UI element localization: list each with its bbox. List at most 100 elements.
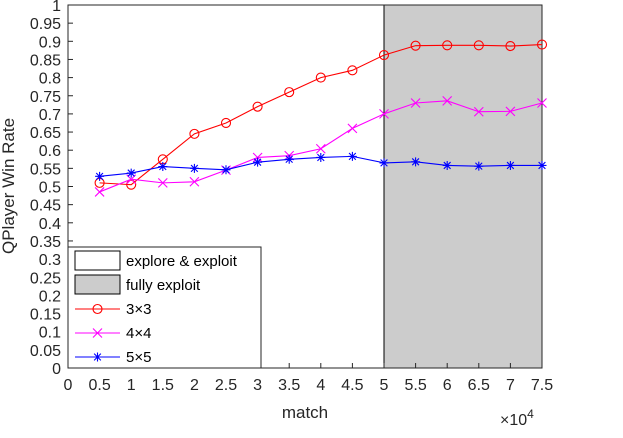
x-tick-label: 4.5 (341, 377, 363, 394)
y-tick-label: 0.75 (30, 89, 61, 106)
y-tick-label: 0.6 (39, 143, 61, 160)
series-point-1 (94, 187, 105, 197)
series-point-2 (221, 165, 231, 175)
series-line-0 (99, 44, 543, 186)
legend-label: 4×4 (126, 325, 151, 342)
legend-label: 5×5 (126, 349, 151, 366)
ticks-layer: 0 0.5 1 1.5 2 2.5 3 3.5 4 4.5 5 5.5 6 6.5 7 7.500.050.1… (30, 0, 553, 394)
x-exponent-power: 4 (527, 407, 534, 421)
series-point-2 (347, 151, 357, 161)
y-tick-label: 0.65 (30, 125, 61, 142)
x-tick-label: 3.5 (278, 377, 300, 394)
y-tick-label: 0.3 (39, 252, 61, 269)
series-point-2 (284, 154, 294, 164)
series-point-0 (347, 65, 358, 76)
region-1 (383, 4, 543, 369)
series-point-2 (379, 158, 389, 168)
series-point-1 (473, 106, 484, 117)
y-axis-title: QPlayer Win Rate (0, 118, 18, 254)
y-tick-label: 0.2 (39, 288, 61, 305)
y-tick-label: 0.1 (39, 325, 61, 342)
series-point-0 (378, 50, 390, 61)
x-axis-title: match (282, 403, 328, 422)
y-tick-label: 0.15 (30, 307, 61, 324)
x-tick-label: 3 (253, 377, 262, 394)
y-tick-label: 0.05 (30, 343, 61, 360)
x-tick-label: 2.5 (215, 377, 237, 394)
series-point-1 (189, 176, 200, 187)
legend-swatch-region (74, 274, 121, 295)
x-tick-label: 1.5 (152, 377, 174, 394)
x-tick-label: 5 (380, 377, 389, 394)
series-point-0 (284, 87, 295, 98)
y-tick-label: 0.95 (30, 16, 61, 33)
y-tick-label: 0.35 (30, 234, 61, 251)
x-tick-label: 5.5 (404, 377, 426, 394)
x-tick-label: 6 (443, 377, 452, 394)
legend-label: 3×3 (126, 301, 151, 318)
x-tick-label: 2 (190, 377, 199, 394)
series-point-2 (474, 161, 484, 171)
y-tick-label: 0.7 (39, 107, 61, 124)
legend: explore & exploit fully exploit 3×3 4×4 5×5 (67, 246, 262, 369)
series-point-0 (442, 40, 453, 51)
series-point-1 (537, 98, 547, 108)
y-tick-label: 1 (52, 0, 61, 15)
series-point-1 (505, 106, 516, 117)
series-0 (94, 39, 548, 190)
x-tick-label: 4 (316, 377, 325, 394)
series-point-2 (126, 168, 136, 178)
legend-marker (92, 303, 103, 315)
series-point-2 (316, 152, 326, 162)
x-tick-label: 0 (64, 377, 73, 394)
x-exponent-base: ×10 (500, 412, 527, 429)
series-point-2 (442, 160, 452, 170)
series-point-0 (536, 39, 548, 50)
y-tick-label: 0.25 (30, 270, 61, 287)
series-point-2 (253, 157, 263, 167)
legend-label: explore & exploit (126, 253, 238, 270)
series-point-1 (252, 152, 263, 163)
series-point-1 (347, 123, 358, 134)
series-point-1 (410, 98, 421, 108)
y-tick-label: 0.85 (30, 52, 61, 69)
y-tick-label: 0.8 (39, 71, 61, 88)
series-point-2 (95, 171, 105, 181)
legend-marker (93, 352, 102, 362)
series-2 (95, 151, 547, 181)
series-point-2 (537, 160, 547, 170)
y-tick-label: 0.45 (30, 198, 61, 215)
series-point-1 (157, 177, 168, 188)
x-tick-label: 0.5 (88, 377, 110, 394)
series-point-0 (252, 101, 263, 112)
series-layer (94, 39, 548, 197)
x-tick-label: 1 (127, 377, 136, 394)
legend-label: fully exploit (126, 277, 201, 294)
series-point-2 (158, 162, 168, 172)
series-point-1 (379, 109, 389, 119)
y-tick-label: 0 (52, 361, 61, 378)
x-tick-label: 7.5 (531, 377, 553, 394)
series-point-0 (473, 40, 484, 51)
series-point-2 (189, 163, 199, 173)
series-point-0 (189, 128, 200, 139)
series-point-0 (315, 72, 326, 83)
series-point-0 (410, 40, 421, 51)
y-tick-label: 0.4 (39, 216, 61, 233)
y-tick-label: 0.9 (39, 34, 61, 51)
series-point-1 (442, 95, 453, 106)
x-exponent-label: ×104 (500, 407, 534, 429)
series-point-1 (315, 143, 326, 154)
series-point-2 (505, 160, 515, 170)
series-point-0 (220, 117, 232, 129)
series-point-0 (505, 40, 516, 52)
x-tick-label: 6.5 (468, 377, 490, 394)
series-point-2 (411, 157, 421, 167)
y-tick-label: 0.55 (30, 161, 61, 178)
legend-swatch-region (74, 250, 121, 271)
series-point-0 (126, 179, 137, 190)
legend-marker (92, 328, 103, 338)
y-tick-label: 0.5 (39, 180, 61, 197)
x-tick-label: 7 (506, 377, 515, 394)
